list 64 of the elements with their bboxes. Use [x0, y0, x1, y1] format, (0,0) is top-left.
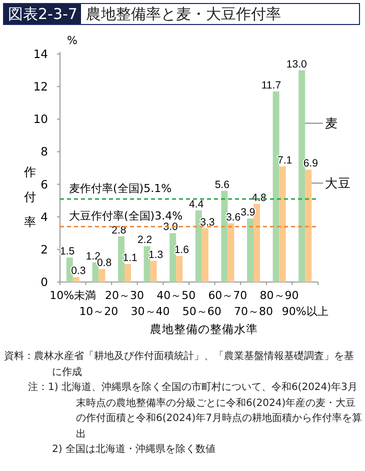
x-tick-label: 90%以上	[282, 305, 328, 318]
data-label: 3.9	[240, 206, 256, 218]
text: 2) 全国は北海道・沖縄県を除く数値	[51, 442, 216, 457]
x-axis-title: 農地整備の整備水準	[150, 322, 258, 336]
data-label: 3.3	[200, 216, 215, 228]
bar	[195, 210, 202, 282]
x-tick-label: 80～90	[260, 289, 299, 302]
x-tick-label: 50～60	[182, 305, 222, 318]
data-label: 6.9	[303, 158, 318, 170]
ref-line-label: 麦作付率(全国)5.1%	[69, 182, 172, 195]
bar	[98, 268, 106, 282]
bar	[170, 233, 176, 282]
bar	[176, 256, 183, 282]
data-label: 7.1	[278, 154, 292, 166]
bar	[228, 223, 234, 282]
y-tick-label: 0	[40, 275, 48, 289]
data-label: 1.5	[60, 246, 75, 258]
bar	[298, 70, 306, 282]
data-label: 11.7	[261, 79, 282, 92]
x-tick-label: 10%未満	[50, 289, 96, 302]
text: 資料：農林水産省「耕地及び作付面積統計」、「農業基盤情報基礎調査」を基に作成	[4, 350, 355, 380]
data-label: 3.6	[226, 211, 241, 224]
x-tick-label: 20～30	[105, 289, 144, 302]
y-tick-label: 2	[40, 242, 48, 256]
x-tick-label: 60～70	[208, 289, 248, 302]
x-tick-label: 10～20	[79, 305, 118, 318]
bar	[118, 236, 124, 282]
series-label: 大豆	[325, 176, 351, 191]
y-tick-label: 14	[33, 47, 48, 61]
bar	[150, 260, 157, 282]
text: 注：1) 北海道、沖縄県を除く全国の市町村について、令和6(2024)年3月末時点の農地整備率の分級ごとに令和6(2024)年産の麦・大豆の作付面積と令和6(2024)年7月時点の耕地面積から作付率を算出	[27, 380, 362, 442]
x-tick-label: 40～50	[156, 289, 196, 302]
data-label: 0.8	[96, 256, 112, 269]
bar	[221, 190, 228, 282]
bar	[124, 264, 131, 282]
data-label: 1.3	[148, 248, 164, 261]
bar	[247, 218, 254, 282]
bar	[272, 91, 280, 282]
y-axis-title: 作付率	[23, 165, 36, 229]
data-label: 4.4	[189, 198, 204, 210]
data-label: 1.6	[174, 244, 190, 256]
data-label: 2.2	[137, 234, 152, 246]
y-tick-label: 4	[40, 210, 48, 224]
y-tick-label: 6	[40, 177, 48, 192]
bar	[279, 166, 286, 282]
x-tick-label: 30～40	[130, 305, 170, 318]
series-label: 麦	[325, 116, 338, 131]
text: %	[67, 34, 78, 47]
x-tick-label: 70～80	[234, 305, 273, 318]
bar	[305, 170, 312, 282]
data-label: 5.6	[214, 178, 230, 191]
y-tick-label: 10	[33, 112, 48, 126]
bar	[144, 246, 150, 282]
chart-title: 図表2-3-7 農地整備率と麦・大豆作付率	[7, 4, 282, 24]
y-tick-label: 12	[33, 80, 48, 94]
bar	[92, 262, 99, 282]
bar	[202, 228, 208, 282]
data-label: 1.1	[122, 252, 138, 264]
ref-line-label: 大豆作付率(全国)3.4%	[69, 210, 183, 223]
data-label: 13.0	[286, 58, 308, 70]
data-label: 0.3	[71, 265, 86, 278]
y-tick-label: 8	[40, 144, 48, 159]
bar	[72, 277, 80, 282]
bar	[254, 204, 260, 282]
